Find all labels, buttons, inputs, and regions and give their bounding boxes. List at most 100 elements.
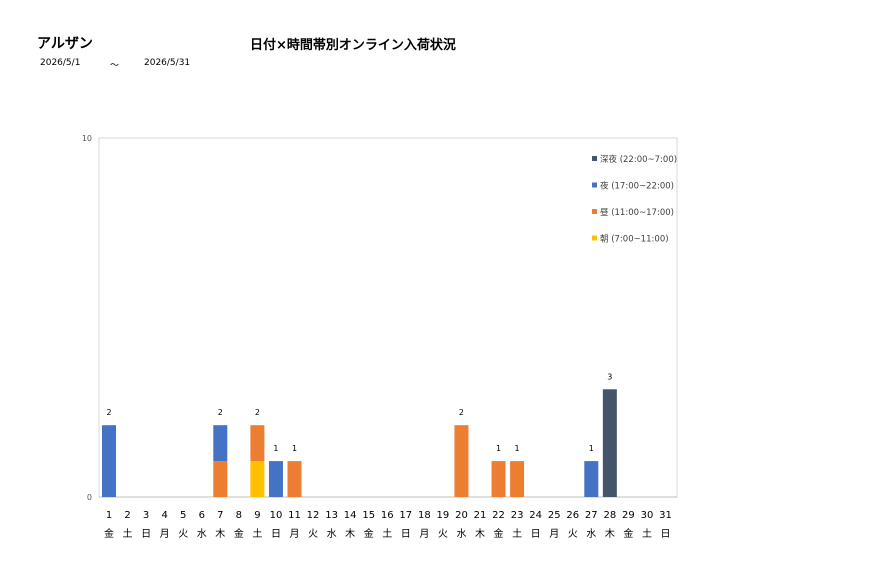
x-tick-label-day: 20 xyxy=(455,510,468,521)
x-tick-label-weekday: 日 xyxy=(531,529,541,540)
bar-segment xyxy=(250,425,265,462)
x-tick-label-day: 27 xyxy=(585,510,598,521)
x-tick-label-day: 1 xyxy=(106,510,112,521)
x-tick-label-day: 2 xyxy=(124,510,130,521)
x-tick-label-day: 30 xyxy=(641,510,654,521)
bar-total-label: 2 xyxy=(255,408,260,417)
x-tick-label-weekday: 土 xyxy=(123,527,133,540)
bar-total-label: 1 xyxy=(496,444,501,453)
y-tick-label: 10 xyxy=(82,134,92,143)
x-tick-label-weekday: 火 xyxy=(308,528,318,540)
x-tick-label-day: 22 xyxy=(492,510,505,521)
bar-segment xyxy=(102,425,116,497)
x-tick-label-weekday: 土 xyxy=(252,527,262,540)
legend-label: 深夜 (22:00~7:00) xyxy=(600,154,677,165)
x-tick-label-day: 5 xyxy=(180,510,186,521)
date-from: 2026/5/1 xyxy=(40,58,81,68)
x-tick-label-weekday: 木 xyxy=(475,528,485,540)
bar-segment xyxy=(602,389,617,497)
x-tick-label-day: 10 xyxy=(270,510,283,521)
bar-segment xyxy=(250,461,265,497)
x-tick-label-weekday: 月 xyxy=(290,528,300,540)
x-tick-label-weekday: 火 xyxy=(568,528,578,540)
x-tick-label-weekday: 金 xyxy=(623,527,633,540)
y-tick-label: 0 xyxy=(87,493,92,502)
page-title: 日付×時間帯別オンライン入荷状況 xyxy=(250,38,456,53)
x-tick-label-day: 26 xyxy=(566,510,579,521)
x-tick-label-day: 23 xyxy=(511,510,524,521)
x-tick-label-weekday: 日 xyxy=(401,529,411,540)
x-tick-label-day: 16 xyxy=(381,510,394,521)
legend-swatch xyxy=(592,235,597,241)
legend-label: 朝 (7:00~11:00) xyxy=(600,235,669,245)
x-tick-label-day: 7 xyxy=(217,510,223,521)
x-tick-label-weekday: 土 xyxy=(382,527,392,540)
legend-label: 昼 (11:00~17:00) xyxy=(600,208,674,218)
x-tick-label-weekday: 金 xyxy=(234,527,244,540)
x-tick-label-weekday: 金 xyxy=(494,527,504,540)
legend-swatch xyxy=(592,182,597,188)
bar-segment xyxy=(584,461,599,497)
bar-segment xyxy=(491,461,506,497)
x-tick-label-weekday: 水 xyxy=(586,528,596,540)
x-tick-label-weekday: 水 xyxy=(197,528,207,540)
bar-segment xyxy=(268,461,283,497)
x-tick-label-day: 15 xyxy=(362,510,375,521)
x-tick-label-day: 21 xyxy=(474,510,487,521)
bar-segment xyxy=(213,425,228,462)
x-tick-label-weekday: 月 xyxy=(549,528,559,540)
legend-swatch xyxy=(592,209,597,214)
date-to: 2026/5/31 xyxy=(144,58,191,68)
bar-total-label: 1 xyxy=(589,444,594,453)
x-tick-label-weekday: 火 xyxy=(438,528,448,540)
x-tick-label-weekday: 月 xyxy=(419,528,429,540)
x-tick-label-day: 3 xyxy=(143,510,149,521)
x-tick-label-weekday: 木 xyxy=(345,528,355,540)
x-tick-label-day: 28 xyxy=(603,510,616,521)
x-tick-label-day: 8 xyxy=(236,510,242,521)
bar-total-label: 1 xyxy=(515,444,520,453)
bar-total-label: 2 xyxy=(218,408,223,417)
legend-swatch xyxy=(592,156,597,161)
x-tick-label-day: 24 xyxy=(529,510,542,521)
brand-name: アルザン xyxy=(37,36,93,52)
date-separator: ～ xyxy=(110,61,120,71)
bar-segment xyxy=(510,461,525,497)
x-tick-label-weekday: 金 xyxy=(364,527,374,540)
x-tick-label-day: 12 xyxy=(307,510,320,521)
x-tick-label-weekday: 木 xyxy=(215,528,225,540)
x-tick-label-weekday: 金 xyxy=(104,527,114,540)
x-tick-label-day: 31 xyxy=(659,510,672,521)
x-tick-label-weekday: 水 xyxy=(456,528,466,540)
bar-segment xyxy=(287,461,302,497)
x-tick-label-day: 9 xyxy=(254,510,260,521)
x-tick-label-weekday: 火 xyxy=(178,528,188,540)
x-tick-label-day: 14 xyxy=(344,510,357,521)
bar-total-label: 3 xyxy=(607,372,612,381)
bar-total-label: 2 xyxy=(459,408,464,417)
legend-label: 夜 (17:00~22:00) xyxy=(600,181,674,192)
x-tick-label-day: 13 xyxy=(325,510,338,521)
x-tick-label-weekday: 月 xyxy=(160,528,170,540)
x-tick-label-day: 18 xyxy=(418,510,431,521)
bar-total-label: 1 xyxy=(273,444,278,453)
x-tick-label-weekday: 水 xyxy=(327,528,337,540)
x-tick-label-day: 25 xyxy=(548,510,561,521)
bar-total-label: 2 xyxy=(106,408,111,417)
x-tick-label-day: 19 xyxy=(437,510,450,521)
x-tick-label-day: 4 xyxy=(161,510,167,521)
x-tick-label-day: 17 xyxy=(399,510,412,521)
x-tick-label-day: 6 xyxy=(199,510,205,521)
bar-segment xyxy=(213,461,228,497)
x-tick-label-day: 11 xyxy=(288,510,301,521)
x-tick-label-day: 29 xyxy=(622,510,635,521)
x-tick-label-weekday: 土 xyxy=(642,527,652,540)
x-tick-label-weekday: 日 xyxy=(141,529,151,540)
x-tick-label-weekday: 土 xyxy=(512,527,522,540)
bar-total-label: 1 xyxy=(292,444,297,453)
bar-segment xyxy=(454,425,469,497)
x-tick-label-weekday: 日 xyxy=(661,529,671,540)
x-tick-label-weekday: 木 xyxy=(605,528,615,540)
x-tick-label-weekday: 日 xyxy=(271,529,281,540)
